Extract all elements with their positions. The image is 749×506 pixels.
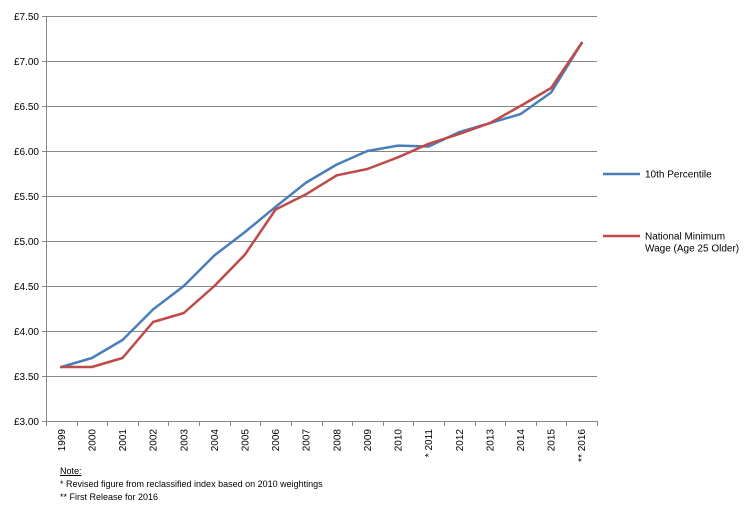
y-tick-label: £4.50 [14, 282, 39, 293]
legend-label: Wage (Age 25 Older) [645, 244, 739, 255]
x-tick-label: 1999 [57, 429, 68, 452]
grid-lines [42, 16, 598, 426]
data-point [366, 149, 369, 153]
data-point [121, 356, 124, 360]
data-point [90, 356, 94, 360]
x-axis-ticks: 1999 2000 2001 2002 2003 2004 2005 2006 2007 2008… [57, 429, 588, 462]
series-line-2 [60, 41, 583, 369]
note-title: Note: [60, 466, 82, 476]
x-tick-label: * 2011 [424, 429, 435, 458]
y-tick-label: £3.00 [14, 417, 39, 428]
data-point [90, 365, 94, 369]
x-tick-label: 2012 [455, 429, 466, 452]
data-point [305, 193, 308, 196]
x-tick-label: 2010 [394, 429, 405, 452]
y-axis-ticks: £3.00 £3.50 £4.00 £4.50 £5.00 £5.50 £6.00 £6.50… [14, 12, 39, 428]
note-revised-figure: * Revised figure from reclassified index… [60, 479, 323, 489]
data-point [121, 338, 124, 342]
data-point [549, 86, 553, 90]
note-first-release: ** First Release for 2016 [60, 492, 159, 502]
data-point [580, 41, 583, 45]
data-point [213, 284, 216, 288]
data-point [182, 284, 185, 288]
y-tick-label: £5.00 [14, 237, 39, 248]
y-tick-label: £3.50 [14, 372, 39, 383]
data-point [396, 144, 400, 147]
x-tick-label: 2004 [210, 429, 221, 452]
data-point [305, 181, 308, 184]
data-point [60, 365, 63, 369]
data-point [488, 121, 492, 125]
x-tick-label: 2003 [179, 429, 190, 452]
data-point [519, 104, 522, 108]
data-point [151, 308, 155, 311]
data-point [519, 112, 522, 116]
series-line-1 [60, 41, 583, 369]
data-point [151, 320, 155, 324]
data-point [427, 145, 430, 148]
data-point [366, 167, 369, 171]
x-tick-label: 2008 [332, 429, 343, 452]
x-tick-label: 2009 [363, 429, 374, 452]
x-tick-label: 2006 [271, 429, 282, 452]
data-point [458, 132, 461, 136]
x-tick-label: 2013 [485, 429, 496, 452]
series-lines [60, 41, 583, 369]
x-tick-label: 2000 [87, 429, 98, 452]
legend-label: National Minimum [645, 232, 725, 243]
x-tick-label: 2005 [240, 429, 251, 452]
data-point [274, 205, 277, 208]
legend-label: 10th Percentile [645, 170, 712, 181]
data-point [274, 208, 277, 211]
y-tick-label: £5.50 [14, 192, 39, 203]
data-point [243, 230, 247, 234]
x-tick-label: 2002 [149, 429, 160, 452]
data-point [549, 91, 553, 94]
y-tick-label: £4.00 [14, 327, 39, 338]
x-tick-label: 2007 [302, 429, 313, 452]
x-tick-label: 2015 [547, 429, 558, 452]
y-tick-label: £6.50 [14, 102, 39, 113]
data-point [335, 174, 338, 177]
data-point [182, 311, 185, 315]
y-tick-label: £7.50 [14, 12, 39, 23]
data-point [427, 142, 430, 145]
data-point [213, 254, 216, 257]
data-point [396, 156, 400, 159]
data-point [335, 163, 338, 166]
x-tick-label: 2014 [516, 429, 527, 452]
y-tick-label: £7.00 [14, 57, 39, 68]
x-tick-label: 2001 [118, 429, 129, 452]
y-tick-label: £6.00 [14, 147, 39, 158]
data-point [243, 253, 247, 256]
x-tick-label: ** 2016 [577, 429, 588, 462]
